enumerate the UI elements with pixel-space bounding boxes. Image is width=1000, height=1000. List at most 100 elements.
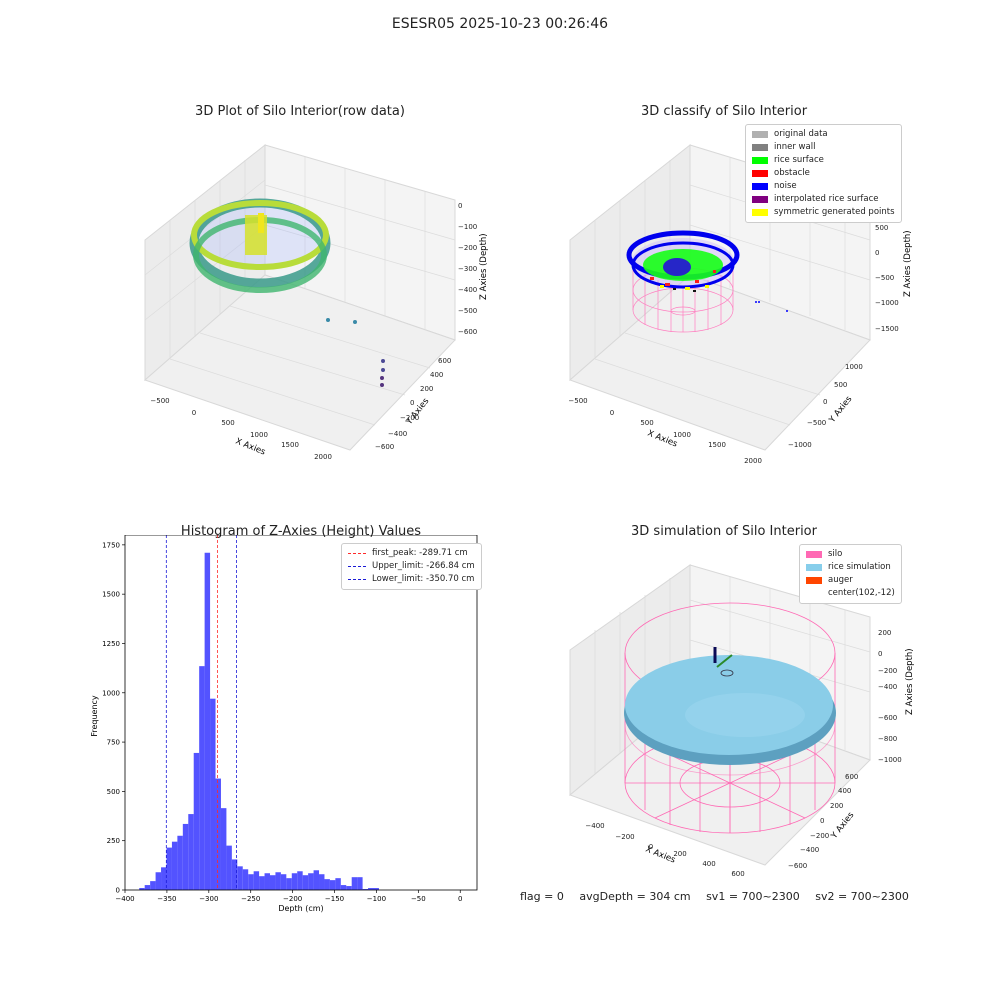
histogram-ytick-label: 0	[116, 887, 120, 895]
sim-xtick: −200	[615, 833, 634, 841]
histogram-legend-label: first_peak: -289.71 cm	[372, 548, 468, 558]
classify-legend-swatch	[752, 196, 768, 203]
classify-ztick: 500	[875, 224, 888, 232]
classify-legend-label: original data	[774, 129, 828, 139]
classify-ytick: 1000	[845, 363, 863, 371]
status-line: flag = 0 avgDepth = 304 cm sv1 = 700~230…	[520, 890, 921, 903]
raw-plot-title: 3D Plot of Silo Interior(row data)	[195, 104, 405, 119]
classify-legend-item: interpolated rice surface	[752, 193, 895, 206]
histogram-bar	[259, 876, 265, 890]
histogram-bar	[308, 873, 314, 890]
histogram-ylabel: Frequency	[90, 695, 99, 737]
raw-ztick: 0	[458, 202, 462, 210]
histogram-ytick-label: 1750	[102, 541, 120, 549]
classify-xtick: 2000	[744, 457, 762, 465]
histogram-bar	[264, 873, 270, 890]
histogram-ytick-label: 1000	[102, 689, 120, 697]
sim-legend-item: silo	[806, 548, 895, 561]
classify-legend-swatch	[752, 209, 768, 216]
raw-ztick: −200	[458, 244, 477, 252]
histogram-bar	[351, 877, 358, 890]
histogram-xtick-label: −400	[115, 895, 134, 903]
avg-depth-text: avgDepth = 304 cm	[579, 890, 691, 903]
histogram-bar	[182, 823, 189, 890]
histogram-xtick-label: −250	[241, 895, 260, 903]
histogram-bar	[357, 877, 363, 890]
raw-ylabel: Y Axies	[404, 396, 432, 428]
sim-legend-label: center(102,-12)	[828, 588, 895, 598]
raw-xtick: 2000	[314, 453, 332, 461]
sim-ytick: 0	[820, 817, 824, 825]
classify-xtick: 500	[640, 419, 653, 427]
histogram-bar	[171, 841, 178, 890]
classify-legend-label: symmetric generated points	[774, 207, 895, 217]
sim-legend-label: rice simulation	[828, 562, 891, 572]
histogram-legend: first_peak: -289.71 cm Upper_limit: -266.…	[341, 543, 482, 590]
classify-ylabel: Y Axies	[827, 394, 855, 426]
classify-legend-label: noise	[774, 181, 797, 191]
sim-ztick: 0	[878, 650, 882, 658]
classify-legend-swatch	[752, 131, 768, 138]
classify-legend-label: inner wall	[774, 142, 816, 152]
histogram-xtick-label: −350	[157, 895, 176, 903]
histogram-bar	[144, 885, 151, 890]
classify-legend-item: rice surface	[752, 154, 895, 167]
histogram-bar	[280, 874, 287, 890]
histogram-bar	[226, 845, 232, 890]
raw-ztick: −400	[458, 286, 477, 294]
sim-ytick: 400	[838, 787, 851, 795]
classify-legend-item: original data	[752, 128, 895, 141]
raw-xtick: 500	[221, 419, 234, 427]
classify-legend-item: noise	[752, 180, 895, 193]
sim-ytick: −400	[800, 846, 819, 854]
histogram-bar	[242, 869, 249, 890]
raw-ytick: 0	[410, 399, 414, 407]
histogram-bar	[319, 874, 325, 890]
raw-ytick: −600	[375, 443, 394, 451]
sim-legend-swatch	[806, 577, 822, 584]
raw-ytick: −400	[388, 430, 407, 438]
classify-ytick: 500	[834, 381, 847, 389]
histogram-ytick-label: 250	[107, 837, 120, 845]
histogram-bar	[286, 878, 292, 890]
sim-legend-swatch	[806, 551, 822, 558]
sim-ytick: 600	[845, 773, 858, 781]
classify-xtick: 0	[610, 409, 614, 417]
sim-ztick: −400	[878, 683, 897, 691]
raw-zlabel: Z Axies (Depth)	[479, 233, 489, 300]
histogram-bar	[161, 867, 167, 890]
classify-legend-item: obstacle	[752, 167, 895, 180]
histogram-bar	[324, 879, 330, 890]
histogram-bar	[177, 835, 183, 890]
classify-plot-title: 3D classify of Silo Interior	[640, 104, 808, 119]
histogram-legend-swatch	[348, 553, 366, 554]
classify-ztick: −500	[875, 274, 894, 282]
sim-xtick: 400	[702, 860, 715, 868]
raw-xtick: 1000	[250, 431, 268, 439]
raw-ztick: −600	[458, 328, 477, 336]
sim-ztick: −1000	[878, 756, 902, 764]
sim-ylabel: Y Axies	[829, 810, 857, 842]
classify-legend: original data inner wall rice surface obsta…	[745, 124, 902, 223]
classify-ztick: −1000	[875, 299, 899, 307]
classify-legend-label: interpolated rice surface	[774, 194, 879, 204]
sim-legend-label: silo	[828, 549, 843, 559]
histogram-bar	[297, 871, 303, 890]
histogram-bar	[335, 878, 341, 890]
histogram-xtick-label: 0	[458, 895, 462, 903]
classify-legend-label: obstacle	[774, 168, 810, 178]
raw-xtick: −500	[150, 397, 169, 405]
histogram-bar	[237, 866, 243, 890]
histogram-xtick-label: −200	[283, 895, 302, 903]
classify-ztick: −1500	[875, 325, 899, 333]
histogram-xlabel: Depth (cm)	[278, 904, 323, 913]
sim-xtick: 600	[731, 870, 744, 878]
classify-legend-item: inner wall	[752, 141, 895, 154]
histogram-bar	[139, 888, 145, 890]
simulation-3d-plot: −400 −200 0 200 400 600 −600 −400 −200 0…	[569, 564, 915, 878]
histogram-ytick-label: 1500	[102, 591, 120, 599]
figure-title: ESESR05 2025-10-23 00:26:46	[391, 16, 609, 32]
sim-zlabel: Z Axies (Depth)	[905, 648, 915, 715]
histogram-bar	[313, 870, 320, 890]
histogram-bar	[248, 874, 254, 890]
